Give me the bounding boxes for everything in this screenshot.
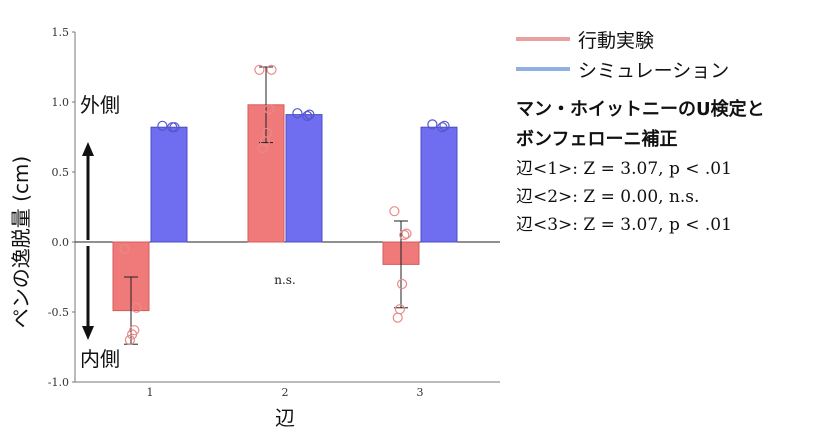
x-tick-label: 3 — [417, 386, 424, 399]
data-point — [397, 278, 408, 290]
y-tick-label: 0.0 — [52, 236, 70, 249]
inner-label: 内側 — [80, 347, 120, 371]
stats-title-line2: ボンフェローニ補正 — [516, 129, 678, 150]
data-point — [259, 136, 270, 147]
data-point — [254, 64, 265, 75]
x-tick-labels: 1 2 3 — [147, 386, 424, 399]
y-tick-label: 0.5 — [52, 166, 70, 179]
data-point — [127, 329, 138, 340]
legend-item-behavior: 行動実験 — [516, 24, 816, 54]
stats-title-line1: マン・ホイットニーのU検定と — [516, 99, 765, 120]
stats-panel: マン・ホイットニーのU検定と ボンフェローニ補正 辺<1>: Z = 3.07,… — [516, 95, 816, 239]
legend-swatch-simulation — [516, 67, 570, 71]
data-point — [389, 206, 400, 217]
x-tick-label: 1 — [147, 386, 154, 399]
outer-arrow-icon — [82, 142, 94, 240]
data-point — [292, 108, 303, 119]
legend-swatch-behavior — [516, 37, 570, 41]
data-point — [167, 122, 178, 133]
y-axis-label: ペンの逸脱量 (cm) — [9, 156, 33, 328]
data-points — [119, 64, 450, 346]
data-point — [392, 312, 403, 323]
data-point — [257, 143, 268, 154]
data-point — [124, 334, 135, 346]
data-point — [394, 304, 405, 315]
data-point — [399, 229, 410, 241]
stats-line-edge3: 辺<3>: Z = 3.07, p < .01 — [516, 215, 732, 235]
y-tick-labels: -1.0 -0.5 0.0 0.5 1.0 1.5 — [48, 26, 75, 389]
data-point — [302, 110, 313, 122]
legend: 行動実験 シミュレーション — [516, 24, 816, 84]
data-point — [131, 302, 142, 313]
data-point — [157, 120, 168, 131]
legend-label-behavior: 行動実験 — [578, 29, 655, 52]
x-tick-label: 2 — [282, 386, 289, 399]
y-tick-label: -1.0 — [48, 376, 69, 389]
data-point — [439, 120, 450, 131]
x-axis-label: 辺 — [275, 406, 295, 430]
bar-simulation-3 — [420, 126, 458, 243]
data-point — [427, 119, 438, 130]
y-tick-label: 1.5 — [52, 26, 70, 39]
data-point — [437, 122, 448, 133]
data-point — [304, 109, 315, 120]
stats-line-edge1: 辺<1>: Z = 3.07, p < .01 — [516, 159, 732, 179]
legend-label-simulation: シミュレーション — [578, 59, 730, 82]
ns-annotation: n.s. — [274, 273, 296, 287]
data-point — [266, 64, 277, 75]
inner-arrow-icon — [82, 246, 94, 340]
outer-label: 外側 — [80, 93, 120, 117]
bar-simulation-2 — [285, 114, 323, 243]
y-tick-label: -0.5 — [48, 306, 69, 319]
y-tick-label: 1.0 — [52, 96, 70, 109]
legend-item-simulation: シミュレーション — [516, 54, 816, 84]
stats-line-edge2: 辺<2>: Z = 0.00, n.s. — [516, 187, 700, 207]
bar-simulation-1 — [150, 126, 188, 243]
data-point — [119, 243, 130, 255]
data-point — [401, 228, 412, 239]
data-point — [264, 103, 275, 115]
